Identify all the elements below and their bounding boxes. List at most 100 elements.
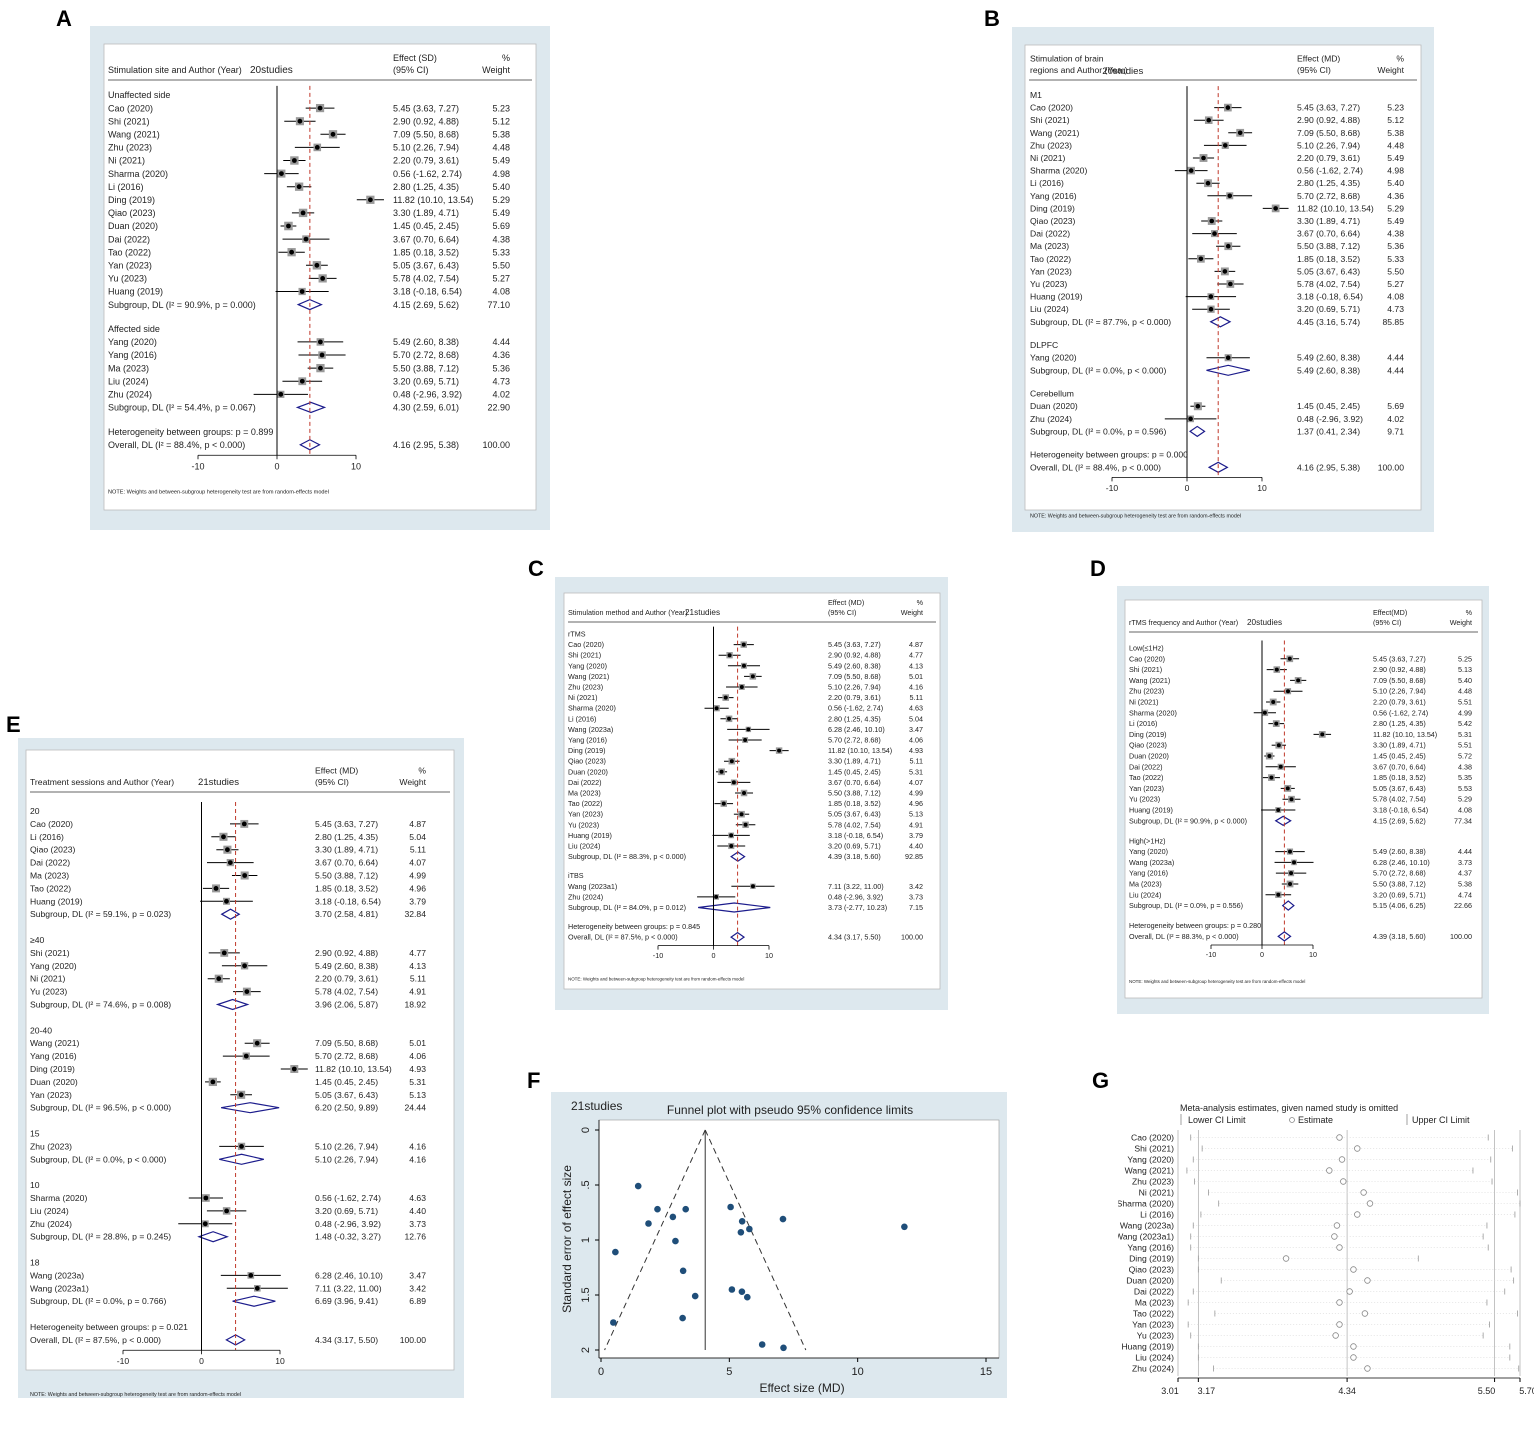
- study-label: Yang (2020): [568, 661, 607, 670]
- study-ci: 5.49 (2.60, 8.38): [1373, 847, 1426, 856]
- study-weight: 4.44: [1387, 353, 1404, 363]
- study-label: Wang (2023a1): [30, 1283, 89, 1293]
- effect-point: [320, 276, 326, 281]
- subgroup-label: Subgroup, DL (I² = 0.0%, p = 0.766): [30, 1296, 166, 1306]
- study-ci: 2.90 (0.92, 4.88): [1373, 665, 1426, 674]
- study-label: Wang (2023a): [568, 725, 613, 734]
- study-ci: 5.70 (2.72, 8.68): [1373, 869, 1426, 878]
- header-weight: Weight: [1377, 65, 1404, 75]
- effect-point: [318, 365, 323, 371]
- header-ci: (95% CI): [828, 608, 856, 617]
- estimate-marker: [1282, 1255, 1290, 1262]
- study-weight: 5.53: [1458, 784, 1472, 793]
- study-weight: 5.38: [492, 129, 510, 139]
- panel-letter-a: A: [56, 6, 72, 31]
- study-point: [634, 1182, 642, 1190]
- subgroup-ci: 5.49 (2.60, 8.38): [1297, 365, 1360, 375]
- effect-point: [1222, 269, 1228, 274]
- study-weight: 5.50: [492, 260, 510, 270]
- study-ci: 3.18 (-0.18, 6.54): [1373, 806, 1428, 815]
- study-label: Duan (2020): [568, 767, 608, 776]
- study-label: Huang (2019): [30, 896, 83, 906]
- effect-point: [1188, 168, 1194, 173]
- subgroup-label: Subgroup, DL (I² = 28.8%, p = 0.245): [30, 1232, 171, 1242]
- panel-letter-b: B: [984, 6, 1000, 31]
- study-label: Ni (2021): [108, 156, 145, 166]
- group-heading: Unaffected side: [108, 90, 170, 100]
- study-weight: 5.04: [909, 714, 923, 723]
- effect-point: [1227, 193, 1233, 199]
- subgroup-label: Subgroup, DL (I² = 0.0%, p = 0.556): [1129, 901, 1243, 910]
- x-tick-label: 0: [274, 461, 279, 471]
- header-effect: Effect (MD): [828, 598, 864, 607]
- heterogeneity-text: Heterogeneity between groups: p = 0.845: [568, 922, 700, 931]
- effect-point: [314, 145, 320, 150]
- study-weight: 4.99: [909, 789, 923, 798]
- study-ci: 1.45 (0.45, 2.45): [315, 1077, 378, 1087]
- effect-point: [291, 1066, 297, 1072]
- study-label: Qiao (2023): [30, 845, 76, 855]
- study-ci: 5.49 (2.60, 8.38): [393, 337, 459, 347]
- legend-upper: Upper CI Limit: [1412, 1115, 1470, 1125]
- subgroup-label: Subgroup, DL (I² = 74.6%, p = 0.008): [30, 1000, 171, 1010]
- study-ci: 5.78 (4.02, 7.54): [828, 820, 881, 829]
- x-tick-label: 5: [726, 1366, 732, 1378]
- effect-point: [216, 976, 222, 982]
- study-point: [780, 1344, 787, 1352]
- header-studies: 20studies: [250, 65, 293, 76]
- study-label: Wang (2023a): [30, 1270, 84, 1280]
- study-label: Ding (2019): [1129, 1254, 1174, 1264]
- effect-point: [243, 1053, 249, 1059]
- subgroup-label: Subgroup, DL (I² = 90.9%, p < 0.000): [1129, 816, 1247, 825]
- study-label: Ni (2021): [30, 974, 65, 984]
- study-label: Liu (2024): [1030, 304, 1069, 314]
- study-ci: 2.20 (0.79, 3.61): [1297, 153, 1360, 163]
- study-ci: 11.82 (10.10, 13.54): [393, 195, 473, 205]
- x-tick-label: 10: [1257, 483, 1267, 493]
- effect-point: [746, 727, 751, 732]
- study-weight: 5.27: [492, 274, 510, 284]
- study-ci: 3.67 (0.70, 6.64): [393, 234, 459, 244]
- study-weight: 5.69: [492, 221, 510, 231]
- effect-point: [1208, 306, 1214, 312]
- effect-point: [248, 1273, 254, 1278]
- study-label: Tao (2022): [1030, 254, 1071, 264]
- study-label: Shi (2021): [108, 116, 150, 126]
- effect-point: [1269, 775, 1274, 780]
- header-effect: Effect (MD): [1297, 53, 1340, 63]
- study-ci: 2.80 (1.25, 4.35): [393, 182, 459, 192]
- plot-area: [598, 1119, 1000, 1359]
- study-weight: 5.13: [909, 810, 923, 819]
- study-weight: 4.48: [492, 143, 510, 153]
- overall-diamond: [225, 1334, 246, 1346]
- study-weight: 5.49: [1387, 153, 1404, 163]
- subgroup-diamond: [219, 1153, 264, 1165]
- study-point: [727, 1203, 734, 1211]
- study-label: Li (2016): [1129, 719, 1157, 728]
- study-weight: 5.72: [1458, 752, 1472, 761]
- study-label: Dai (2022): [108, 234, 150, 244]
- study-weight: 4.74: [1458, 890, 1472, 899]
- study-ci: 5.78 (4.02, 7.54): [315, 987, 378, 997]
- study-weight: 5.23: [492, 103, 510, 113]
- effect-point: [221, 834, 226, 840]
- study-weight: 5.51: [1458, 698, 1472, 707]
- effect-point: [714, 894, 719, 899]
- overall-label: Overall, DL (I² = 88.4%, p < 0.000): [1030, 462, 1161, 472]
- study-point: [610, 1319, 617, 1326]
- study-label: Liu (2024): [30, 1206, 69, 1216]
- study-label: Li (2016): [30, 832, 64, 842]
- study-label: Qiao (2023): [1129, 1265, 1175, 1275]
- study-ci: 6.28 (2.46, 10.10): [315, 1270, 383, 1280]
- effect-point: [1225, 243, 1231, 249]
- x-tick-label: -10: [1206, 950, 1216, 959]
- overall-weight: 100.00: [400, 1335, 427, 1345]
- header-effect: Effect(MD): [1373, 608, 1407, 617]
- effect-point: [1198, 256, 1204, 262]
- estimate-marker: [1360, 1189, 1367, 1196]
- effect-point: [242, 873, 248, 878]
- study-label: Zhu (2023): [1132, 1177, 1174, 1187]
- estimate-marker: [1326, 1167, 1333, 1174]
- study-ci: 2.80 (1.25, 4.35): [828, 714, 881, 723]
- study-ci: 3.20 (0.69, 5.71): [828, 842, 881, 851]
